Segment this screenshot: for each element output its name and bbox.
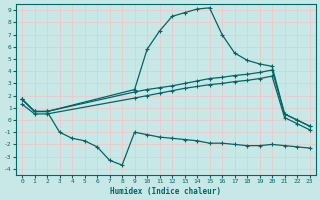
X-axis label: Humidex (Indice chaleur): Humidex (Indice chaleur) — [110, 187, 221, 196]
